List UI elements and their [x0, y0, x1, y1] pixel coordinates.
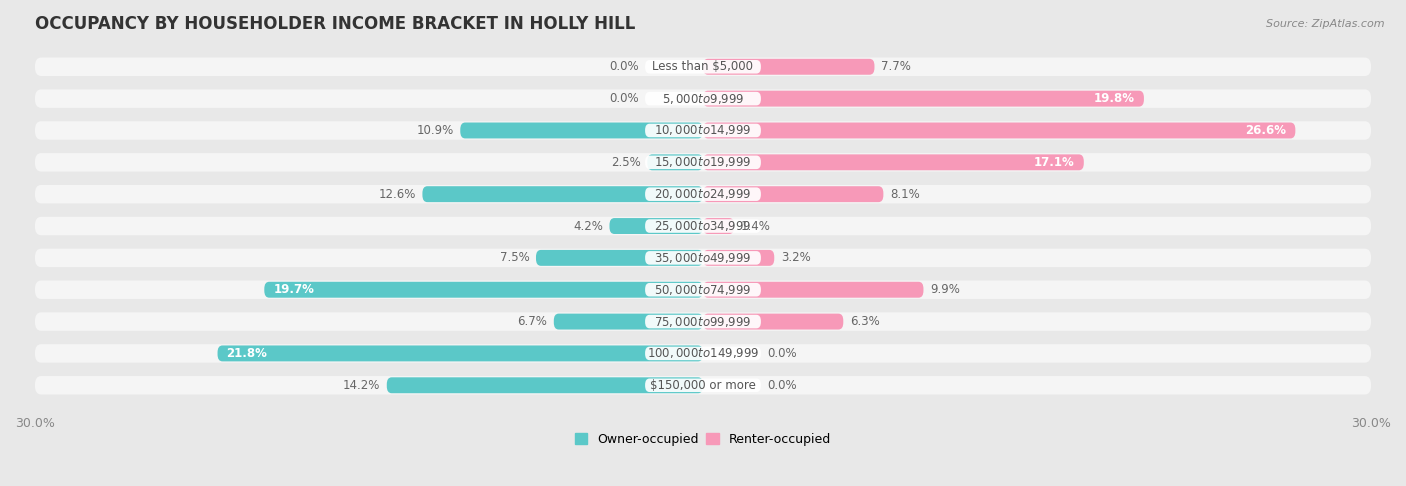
- Text: 4.2%: 4.2%: [572, 220, 603, 232]
- FancyBboxPatch shape: [422, 186, 703, 202]
- FancyBboxPatch shape: [703, 122, 1295, 139]
- Text: 7.5%: 7.5%: [499, 251, 529, 264]
- Text: 1.4%: 1.4%: [741, 220, 770, 232]
- FancyBboxPatch shape: [703, 59, 875, 75]
- Text: 21.8%: 21.8%: [226, 347, 267, 360]
- Text: $10,000 to $14,999: $10,000 to $14,999: [654, 123, 752, 138]
- FancyBboxPatch shape: [35, 185, 1371, 204]
- FancyBboxPatch shape: [554, 313, 703, 330]
- Text: 3.2%: 3.2%: [780, 251, 811, 264]
- FancyBboxPatch shape: [703, 91, 1144, 106]
- FancyBboxPatch shape: [264, 282, 703, 298]
- Text: $15,000 to $19,999: $15,000 to $19,999: [654, 156, 752, 169]
- Text: 0.0%: 0.0%: [768, 379, 797, 392]
- Text: $25,000 to $34,999: $25,000 to $34,999: [654, 219, 752, 233]
- Text: $75,000 to $99,999: $75,000 to $99,999: [654, 314, 752, 329]
- Text: Less than $5,000: Less than $5,000: [652, 60, 754, 73]
- FancyBboxPatch shape: [645, 188, 761, 201]
- FancyBboxPatch shape: [218, 346, 703, 362]
- Text: 6.3%: 6.3%: [851, 315, 880, 328]
- FancyBboxPatch shape: [645, 315, 761, 329]
- Text: 0.0%: 0.0%: [609, 92, 638, 105]
- FancyBboxPatch shape: [645, 251, 761, 265]
- Text: 19.8%: 19.8%: [1094, 92, 1135, 105]
- Text: $35,000 to $49,999: $35,000 to $49,999: [654, 251, 752, 265]
- FancyBboxPatch shape: [35, 344, 1371, 363]
- Text: 0.0%: 0.0%: [768, 347, 797, 360]
- FancyBboxPatch shape: [645, 60, 761, 73]
- FancyBboxPatch shape: [645, 124, 761, 137]
- FancyBboxPatch shape: [35, 249, 1371, 267]
- FancyBboxPatch shape: [35, 280, 1371, 299]
- Text: $20,000 to $24,999: $20,000 to $24,999: [654, 187, 752, 201]
- FancyBboxPatch shape: [609, 218, 703, 234]
- Text: 9.9%: 9.9%: [931, 283, 960, 296]
- FancyBboxPatch shape: [35, 376, 1371, 395]
- Legend: Owner-occupied, Renter-occupied: Owner-occupied, Renter-occupied: [569, 428, 837, 451]
- Text: 14.2%: 14.2%: [343, 379, 380, 392]
- Text: 0.0%: 0.0%: [609, 60, 638, 73]
- FancyBboxPatch shape: [35, 312, 1371, 331]
- FancyBboxPatch shape: [647, 155, 703, 170]
- FancyBboxPatch shape: [703, 186, 883, 202]
- Text: $5,000 to $9,999: $5,000 to $9,999: [662, 92, 744, 105]
- FancyBboxPatch shape: [645, 347, 761, 360]
- Text: 17.1%: 17.1%: [1035, 156, 1076, 169]
- Text: Source: ZipAtlas.com: Source: ZipAtlas.com: [1267, 19, 1385, 30]
- Text: 7.7%: 7.7%: [882, 60, 911, 73]
- FancyBboxPatch shape: [645, 379, 761, 392]
- FancyBboxPatch shape: [387, 377, 703, 393]
- FancyBboxPatch shape: [35, 57, 1371, 76]
- Text: 2.5%: 2.5%: [610, 156, 641, 169]
- FancyBboxPatch shape: [645, 283, 761, 296]
- FancyBboxPatch shape: [703, 155, 1084, 170]
- Text: 12.6%: 12.6%: [378, 188, 416, 201]
- FancyBboxPatch shape: [703, 282, 924, 298]
- FancyBboxPatch shape: [35, 121, 1371, 139]
- FancyBboxPatch shape: [35, 217, 1371, 235]
- Text: $50,000 to $74,999: $50,000 to $74,999: [654, 283, 752, 297]
- FancyBboxPatch shape: [645, 92, 761, 105]
- Text: 10.9%: 10.9%: [416, 124, 454, 137]
- Text: $100,000 to $149,999: $100,000 to $149,999: [647, 347, 759, 361]
- Text: 6.7%: 6.7%: [517, 315, 547, 328]
- FancyBboxPatch shape: [703, 313, 844, 330]
- FancyBboxPatch shape: [645, 156, 761, 169]
- FancyBboxPatch shape: [703, 250, 775, 266]
- FancyBboxPatch shape: [645, 219, 761, 233]
- Text: $150,000 or more: $150,000 or more: [650, 379, 756, 392]
- Text: 26.6%: 26.6%: [1246, 124, 1286, 137]
- Text: 19.7%: 19.7%: [273, 283, 314, 296]
- Text: OCCUPANCY BY HOUSEHOLDER INCOME BRACKET IN HOLLY HILL: OCCUPANCY BY HOUSEHOLDER INCOME BRACKET …: [35, 15, 636, 33]
- FancyBboxPatch shape: [35, 153, 1371, 172]
- FancyBboxPatch shape: [35, 89, 1371, 108]
- FancyBboxPatch shape: [460, 122, 703, 139]
- FancyBboxPatch shape: [703, 218, 734, 234]
- FancyBboxPatch shape: [536, 250, 703, 266]
- Text: 8.1%: 8.1%: [890, 188, 920, 201]
